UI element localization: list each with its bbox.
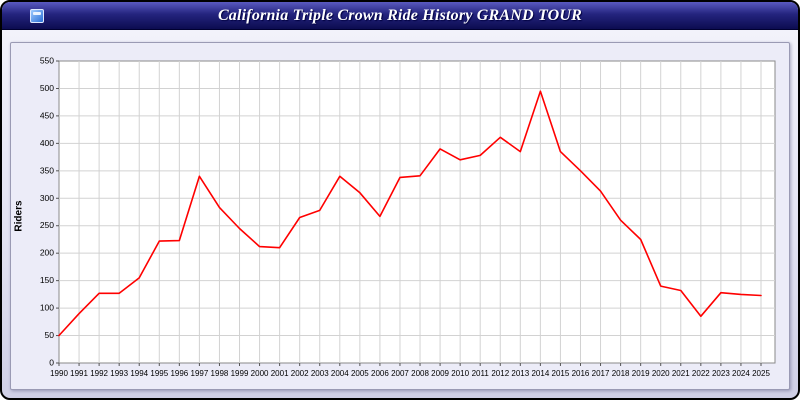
svg-text:400: 400 bbox=[40, 138, 54, 148]
svg-text:2020: 2020 bbox=[652, 369, 670, 378]
svg-text:2021: 2021 bbox=[672, 369, 690, 378]
window-icon bbox=[30, 9, 44, 23]
svg-text:1993: 1993 bbox=[110, 369, 128, 378]
svg-text:1996: 1996 bbox=[170, 369, 188, 378]
svg-text:0: 0 bbox=[49, 358, 54, 368]
svg-text:1995: 1995 bbox=[150, 369, 168, 378]
svg-text:2013: 2013 bbox=[511, 369, 529, 378]
svg-text:2001: 2001 bbox=[271, 369, 289, 378]
svg-text:2005: 2005 bbox=[351, 369, 369, 378]
svg-text:250: 250 bbox=[40, 220, 54, 230]
svg-text:1998: 1998 bbox=[211, 369, 229, 378]
svg-text:2019: 2019 bbox=[632, 369, 650, 378]
svg-text:2010: 2010 bbox=[451, 369, 469, 378]
svg-text:2006: 2006 bbox=[371, 369, 389, 378]
svg-text:2007: 2007 bbox=[391, 369, 409, 378]
svg-text:2008: 2008 bbox=[411, 369, 429, 378]
svg-text:550: 550 bbox=[40, 56, 54, 66]
chart-area: 0 50 100 150 200 250 300 350 400 450 500 550 1990 199… bbox=[13, 45, 787, 387]
svg-text:2022: 2022 bbox=[692, 369, 710, 378]
svg-text:2002: 2002 bbox=[291, 369, 309, 378]
window-titlebar[interactable]: California Triple Crown Ride History GRA… bbox=[2, 2, 798, 30]
svg-text:2018: 2018 bbox=[612, 369, 630, 378]
svg-text:1994: 1994 bbox=[130, 369, 148, 378]
svg-text:2025: 2025 bbox=[752, 369, 770, 378]
svg-text:150: 150 bbox=[40, 275, 54, 285]
window-title: California Triple Crown Ride History GRA… bbox=[217, 6, 583, 24]
svg-text:200: 200 bbox=[40, 248, 54, 258]
svg-text:2003: 2003 bbox=[311, 369, 329, 378]
svg-text:2012: 2012 bbox=[491, 369, 509, 378]
svg-text:1991: 1991 bbox=[70, 369, 88, 378]
svg-text:350: 350 bbox=[40, 165, 54, 175]
svg-text:1990: 1990 bbox=[50, 369, 68, 378]
svg-text:1999: 1999 bbox=[231, 369, 249, 378]
svg-text:2009: 2009 bbox=[431, 369, 449, 378]
svg-text:2023: 2023 bbox=[712, 369, 730, 378]
svg-text:100: 100 bbox=[40, 303, 54, 313]
svg-text:2024: 2024 bbox=[732, 369, 750, 378]
svg-text:2016: 2016 bbox=[572, 369, 590, 378]
svg-text:50: 50 bbox=[45, 330, 55, 340]
svg-text:2004: 2004 bbox=[331, 369, 349, 378]
svg-text:2011: 2011 bbox=[472, 369, 490, 378]
svg-text:2015: 2015 bbox=[552, 369, 570, 378]
svg-text:2014: 2014 bbox=[531, 369, 549, 378]
svg-text:2000: 2000 bbox=[251, 369, 269, 378]
svg-text:2017: 2017 bbox=[592, 369, 610, 378]
chart-panel: Riders 0 50 100 150 200 250 300 350 400 450 500 550… bbox=[10, 42, 790, 390]
svg-text:300: 300 bbox=[40, 193, 54, 203]
svg-text:500: 500 bbox=[40, 83, 54, 93]
svg-text:450: 450 bbox=[40, 110, 54, 120]
svg-text:1997: 1997 bbox=[191, 369, 209, 378]
svg-text:1992: 1992 bbox=[90, 369, 108, 378]
